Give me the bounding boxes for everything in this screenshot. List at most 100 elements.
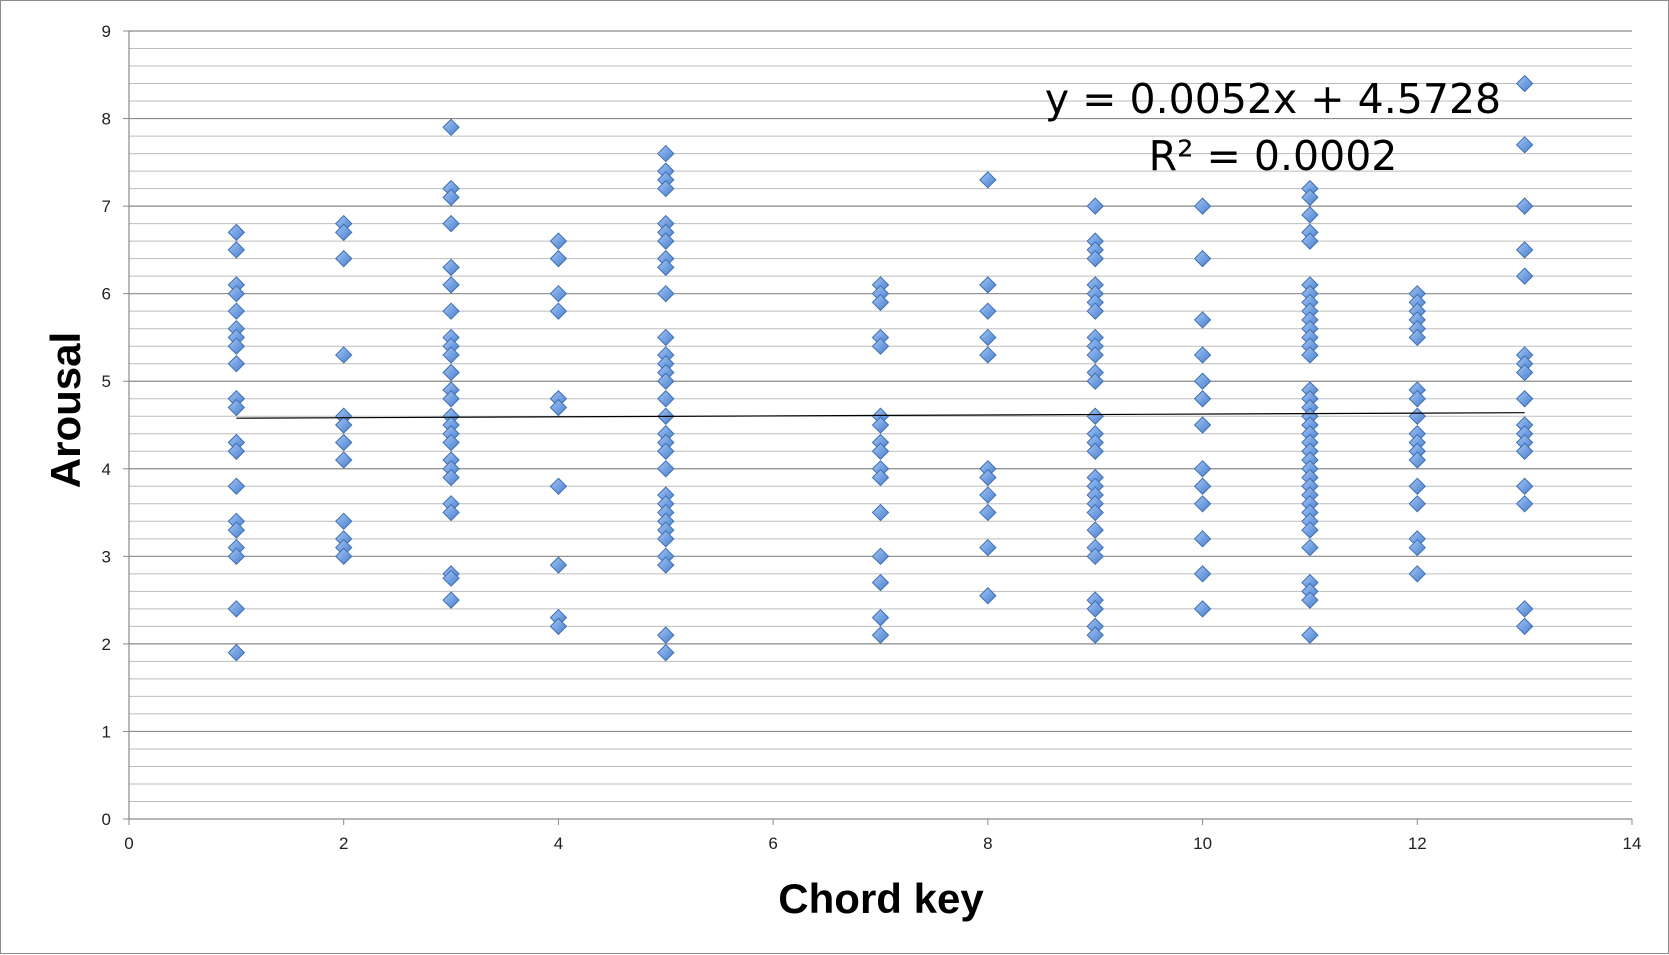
data-point — [657, 144, 675, 163]
data-point — [657, 442, 675, 460]
data-point — [1301, 591, 1319, 609]
data-point — [442, 258, 460, 277]
data-point — [1515, 74, 1534, 93]
axes — [123, 30, 1633, 825]
data-point — [1086, 442, 1104, 460]
data-point — [1515, 241, 1534, 259]
x-tick-label: 8 — [983, 834, 992, 853]
data-point — [549, 302, 568, 320]
y-tick-label: 3 — [102, 547, 111, 566]
data-point — [1086, 547, 1104, 566]
data-point — [442, 569, 460, 587]
y-tick-label: 9 — [102, 22, 111, 41]
data-point — [1301, 188, 1319, 207]
y-tick-label: 6 — [102, 285, 111, 304]
data-point — [657, 372, 675, 390]
data-point — [979, 538, 997, 557]
data-point — [979, 276, 997, 294]
data-point — [871, 573, 890, 592]
data-point — [871, 416, 890, 434]
data-point — [1193, 600, 1212, 618]
y-tick-label: 2 — [102, 635, 111, 654]
y-tick-label: 8 — [102, 110, 111, 129]
x-tick-label: 0 — [124, 834, 133, 853]
data-point — [1086, 372, 1104, 390]
y-tick-label: 4 — [102, 460, 111, 479]
data-point — [227, 643, 246, 662]
data-point — [442, 503, 460, 522]
data-point — [1193, 416, 1212, 434]
data-point — [227, 284, 246, 303]
data-point — [442, 468, 460, 487]
y-tick-label: 1 — [102, 722, 111, 741]
data-point — [979, 328, 997, 347]
data-point — [1086, 249, 1104, 268]
data-point — [1408, 538, 1426, 557]
data-point — [1515, 197, 1534, 215]
data-point — [549, 284, 568, 303]
data-point — [1193, 311, 1212, 329]
data-point — [1408, 477, 1426, 495]
data-point — [1515, 617, 1534, 636]
data-point — [871, 468, 890, 487]
data-point — [979, 503, 997, 522]
data-point — [442, 390, 460, 408]
data-point — [442, 188, 460, 207]
data-point — [1515, 267, 1534, 285]
data-point — [1408, 565, 1426, 583]
data-point — [549, 556, 568, 574]
data-point — [442, 433, 460, 452]
data-point — [335, 433, 353, 452]
data-point — [227, 477, 246, 495]
data-point — [657, 232, 675, 250]
data-point — [549, 249, 568, 268]
x-tick-label: 2 — [339, 834, 348, 853]
data-point — [335, 223, 353, 242]
data-point — [1086, 302, 1104, 320]
data-point — [1515, 477, 1534, 495]
data-point — [657, 643, 675, 662]
data-point — [227, 241, 246, 259]
data-point — [1408, 495, 1426, 513]
data-point — [442, 346, 460, 364]
data-point — [979, 302, 997, 320]
data-point — [979, 346, 997, 364]
x-axis-title: Chord key — [778, 875, 984, 922]
data-point — [657, 258, 675, 277]
data-point — [657, 460, 675, 478]
data-point — [227, 355, 246, 373]
data-point — [335, 416, 353, 434]
data-point — [1301, 521, 1319, 539]
data-point — [1193, 390, 1212, 408]
x-tick-label: 6 — [768, 834, 777, 853]
data-point — [1408, 390, 1426, 408]
data-point — [871, 608, 890, 627]
data-point — [442, 118, 460, 137]
data-point — [335, 249, 353, 268]
data-point — [1086, 521, 1104, 539]
data-point — [1086, 626, 1104, 644]
data-point — [979, 486, 997, 504]
data-point — [1515, 600, 1534, 618]
data-point — [1408, 407, 1426, 425]
data-point — [1086, 407, 1104, 425]
data-point — [227, 223, 246, 242]
data-point — [1193, 495, 1212, 513]
trendline-layer — [236, 412, 1525, 419]
gridlines — [129, 30, 1632, 802]
data-point — [657, 530, 675, 548]
data-point — [227, 547, 246, 566]
data-point — [1193, 249, 1212, 268]
data-point — [871, 293, 890, 312]
data-point — [227, 337, 246, 355]
data-point — [1193, 372, 1212, 390]
data-point — [1086, 600, 1104, 618]
data-point — [1193, 530, 1212, 548]
data-point — [442, 591, 460, 609]
data-point — [1408, 451, 1426, 469]
x-tick-label: 12 — [1408, 834, 1427, 853]
data-point — [227, 398, 246, 417]
x-tick-label: 10 — [1193, 834, 1212, 853]
